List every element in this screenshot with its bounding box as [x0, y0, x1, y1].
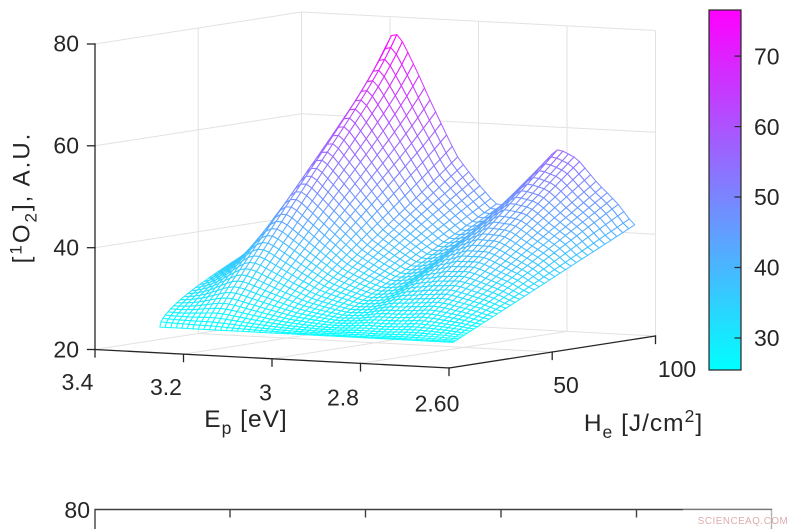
svg-text:3: 3	[259, 380, 272, 406]
svg-text:100: 100	[658, 356, 696, 382]
svg-text:2.60: 2.60	[415, 391, 460, 417]
svg-text:40: 40	[754, 255, 780, 281]
svg-text:60: 60	[754, 114, 780, 140]
svg-text:20: 20	[53, 337, 79, 363]
svg-text:60: 60	[53, 133, 79, 159]
svg-text:50: 50	[754, 184, 780, 210]
svg-text:[1O2], A.U.: [1O2], A.U.	[7, 132, 41, 264]
svg-text:SCIENCEAQ.COM: SCIENCEAQ.COM	[698, 516, 788, 527]
svg-text:2.8: 2.8	[327, 385, 359, 411]
svg-text:40: 40	[53, 235, 79, 261]
svg-text:3.4: 3.4	[62, 369, 94, 395]
svg-text:80: 80	[53, 31, 79, 57]
svg-text:50: 50	[553, 372, 579, 398]
svg-text:70: 70	[754, 43, 780, 69]
svg-text:He [J/cm2]: He [J/cm2]	[584, 406, 703, 442]
svg-text:80: 80	[64, 497, 90, 523]
svg-text:3.2: 3.2	[150, 374, 182, 400]
svg-text:30: 30	[754, 325, 780, 351]
svg-text:Ep [eV]: Ep [eV]	[204, 406, 287, 438]
